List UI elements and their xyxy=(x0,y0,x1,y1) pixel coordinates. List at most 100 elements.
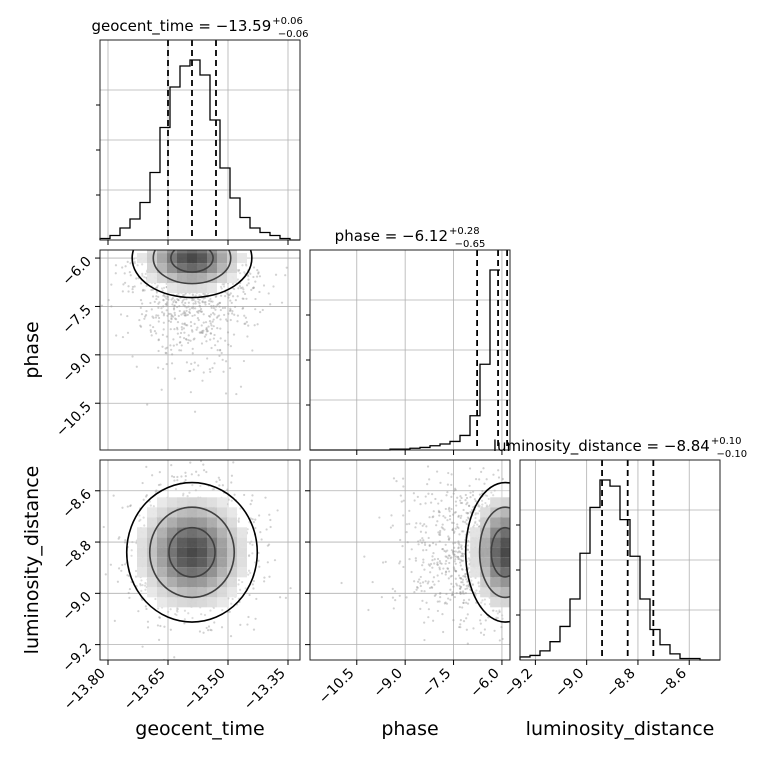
scatter-point xyxy=(453,511,456,514)
density-cell xyxy=(177,577,187,588)
scatter-point xyxy=(425,601,428,604)
scatter-point xyxy=(219,348,222,352)
density-cell xyxy=(177,567,187,578)
scatter-point xyxy=(424,580,427,583)
scatter-point xyxy=(133,260,136,263)
density-cell xyxy=(217,567,227,578)
scatter-point xyxy=(426,465,430,468)
scatter-point xyxy=(469,491,472,494)
scatter-point xyxy=(462,530,465,533)
scatter-point xyxy=(474,592,477,595)
density-cell xyxy=(167,283,177,294)
scatter-point xyxy=(209,313,213,316)
density-cell xyxy=(187,283,197,294)
density-cell xyxy=(217,273,227,284)
scatter-point xyxy=(191,616,194,620)
scatter-point xyxy=(263,576,266,579)
scatter-point xyxy=(160,307,163,310)
scatter-point xyxy=(152,325,155,329)
scatter-point xyxy=(205,340,208,343)
density-cell xyxy=(157,253,167,264)
density-cell xyxy=(177,273,187,284)
scatter-point xyxy=(424,495,427,498)
scatter-point xyxy=(186,495,189,498)
scatter-point xyxy=(187,339,190,342)
scatter-point xyxy=(445,555,448,559)
scatter-point xyxy=(160,287,164,290)
scatter-point xyxy=(210,629,213,632)
density-cell xyxy=(510,547,520,557)
scatter-point xyxy=(454,500,458,503)
scatter-point xyxy=(123,541,127,544)
density-cell xyxy=(217,527,227,538)
scatter-point xyxy=(461,578,464,581)
scatter-point xyxy=(184,314,187,317)
scatter-point xyxy=(175,326,179,329)
scatter-point xyxy=(458,587,462,590)
scatter-point xyxy=(441,613,444,616)
scatter-point xyxy=(170,314,173,317)
scatter-point xyxy=(207,299,211,302)
scatter-point xyxy=(431,586,434,589)
scatter-point xyxy=(431,541,435,545)
scatter-point xyxy=(236,278,240,281)
scatter-point xyxy=(224,295,227,298)
scatter-point xyxy=(157,483,161,487)
scatter-point xyxy=(202,292,205,295)
scatter-point xyxy=(437,580,440,583)
scatter-point xyxy=(438,533,442,537)
scatter-point xyxy=(483,482,486,485)
scatter-point xyxy=(446,557,450,560)
density-cell xyxy=(227,517,237,528)
scatter-point xyxy=(242,288,245,291)
tick-label-y-phase: −9.0 xyxy=(59,350,94,385)
histogram-layer xyxy=(96,39,721,661)
scatter-point xyxy=(250,540,253,543)
scatter-point xyxy=(227,294,230,297)
scatter-point xyxy=(244,316,247,319)
scatter-point xyxy=(423,638,426,642)
scatter-point xyxy=(119,313,123,316)
scatter-point xyxy=(381,561,385,564)
scatter-point xyxy=(451,689,453,691)
density-cell xyxy=(157,507,167,518)
scatter-point xyxy=(474,478,478,481)
scatter-point xyxy=(427,616,430,619)
scatter-point xyxy=(464,521,467,524)
scatter-point xyxy=(187,341,190,345)
scatter-point xyxy=(218,354,221,358)
scatter-point xyxy=(400,500,403,503)
scatter-point xyxy=(177,298,180,302)
scatter-point xyxy=(442,515,445,518)
scatter-point xyxy=(187,305,190,308)
scatter-point xyxy=(221,306,224,310)
scatter-point xyxy=(251,518,254,521)
scatter-point xyxy=(192,305,195,308)
density-cell xyxy=(520,507,530,517)
scatter-point xyxy=(254,308,257,311)
scatter-point xyxy=(428,478,431,481)
scatter-point xyxy=(256,269,259,272)
density-cell xyxy=(500,567,510,578)
scatter-point xyxy=(209,609,212,612)
scatter-point xyxy=(474,593,477,596)
density-cell xyxy=(480,547,491,558)
scatter-point xyxy=(157,302,160,305)
scatter-point xyxy=(446,519,449,522)
scatter-point xyxy=(462,555,465,558)
scatter-point xyxy=(457,514,460,517)
scatter-point xyxy=(432,576,436,579)
density-cell xyxy=(187,547,197,558)
density-cell xyxy=(470,527,481,538)
scatter-point xyxy=(164,295,167,298)
scatter-point xyxy=(184,478,187,482)
scatter-point xyxy=(192,302,195,305)
scatter-point xyxy=(118,536,121,539)
scatter-point xyxy=(224,339,227,342)
scatter-point xyxy=(162,294,165,297)
scatter-point xyxy=(389,526,393,529)
scatter-point xyxy=(243,322,246,325)
scatter-point xyxy=(446,567,450,570)
scatter-point xyxy=(437,510,441,514)
